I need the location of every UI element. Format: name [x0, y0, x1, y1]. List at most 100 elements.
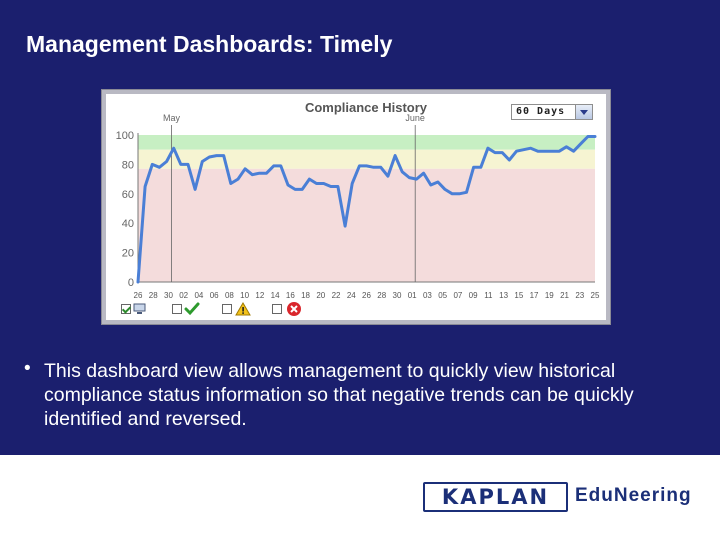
chevron-down-icon[interactable]: [575, 105, 592, 119]
status-filter-row: [106, 300, 606, 320]
data-point: [473, 166, 475, 168]
data-point: [565, 146, 567, 148]
monitor-icon: [133, 303, 146, 314]
x-tick-label: 20: [316, 291, 325, 300]
compliance-chart: May June 0 20 40 60 80 100 26 28 30 02 04 06 08 10 12 14 1…: [116, 113, 600, 300]
data-point: [430, 184, 432, 186]
data-point: [173, 147, 175, 149]
bullet-marker: •: [24, 358, 31, 379]
data-point: [358, 165, 360, 167]
data-point: [230, 182, 232, 185]
x-tick-label: 28: [377, 291, 386, 300]
data-point: [301, 188, 303, 190]
x-tick-label: 06: [210, 291, 219, 300]
data-point: [315, 182, 318, 185]
y-tick-label: 80: [122, 159, 134, 171]
data-point: [351, 182, 353, 185]
data-point: [408, 177, 410, 179]
month-marker-label: May: [163, 113, 181, 123]
x-tick-label: 25: [591, 291, 600, 300]
data-point: [451, 193, 453, 195]
x-tick-label: 11: [484, 291, 493, 300]
x-tick-label: 13: [499, 291, 508, 300]
x-tick-label: 30: [164, 291, 173, 300]
x-tick-label: 24: [347, 291, 356, 300]
compliance-history-widget: Compliance History 60 Days May June 0 20 40 6…: [106, 94, 606, 320]
x-tick-label: 08: [225, 291, 234, 300]
data-point: [344, 225, 346, 227]
y-tick-label: 20: [122, 248, 134, 260]
data-point: [480, 166, 482, 168]
x-tick-label: 26: [362, 291, 371, 300]
x-tick-label: 28: [149, 291, 158, 300]
data-point: [166, 160, 168, 163]
data-point: [544, 150, 546, 152]
data-point: [201, 160, 203, 163]
warning-icon: [235, 302, 251, 316]
data-point: [444, 188, 446, 190]
data-point: [251, 174, 253, 176]
data-point: [465, 191, 468, 193]
data-point: [287, 184, 289, 186]
error-filter-checkbox[interactable]: [272, 304, 282, 314]
data-point: [558, 150, 560, 152]
data-point: [537, 150, 539, 152]
data-point: [387, 175, 389, 177]
data-point: [194, 188, 196, 190]
data-point: [244, 168, 246, 170]
data-point: [594, 135, 596, 138]
x-tick-label: 10: [240, 291, 249, 300]
data-point: [337, 185, 339, 188]
data-point: [330, 185, 332, 188]
slide-title: Management Dashboards: Timely: [26, 31, 393, 57]
data-point: [237, 178, 239, 180]
eduneering-logo: EduNeering: [575, 485, 692, 506]
data-point: [215, 155, 218, 157]
x-tick-label: 18: [301, 291, 310, 300]
footer-bar: [0, 455, 720, 540]
data-point: [487, 147, 489, 149]
data-point: [380, 166, 382, 168]
monitor-filter-checkbox[interactable]: [121, 304, 131, 314]
widget-title: Compliance History: [304, 100, 428, 115]
data-point: [273, 165, 275, 167]
x-tick-label: 14: [271, 291, 280, 300]
data-point: [151, 163, 153, 165]
data-point: [187, 163, 189, 165]
data-point: [494, 152, 496, 154]
error-icon: [287, 302, 301, 316]
data-point: [144, 185, 146, 188]
x-tick-label: 17: [530, 291, 539, 300]
y-tick-label: 100: [116, 130, 134, 142]
x-tick-label: 12: [255, 291, 264, 300]
warning-filter-checkbox[interactable]: [222, 304, 232, 314]
data-point: [323, 182, 325, 185]
data-point: [258, 172, 260, 174]
data-point: [265, 172, 268, 174]
data-point: [223, 155, 225, 157]
data-point: [365, 165, 368, 167]
data-point: [137, 281, 139, 283]
data-point: [401, 171, 403, 173]
data-point: [458, 193, 460, 195]
data-point: [515, 150, 518, 152]
y-tick-label: 0: [128, 277, 134, 289]
range-select[interactable]: 60 Days: [511, 104, 593, 120]
x-tick-label: 30: [393, 291, 402, 300]
bullet-text: This dashboard view allows management to…: [44, 360, 634, 430]
x-tick-label: 09: [469, 291, 478, 300]
data-point: [208, 156, 210, 158]
kaplan-logo-text: KAPLAN: [441, 485, 550, 509]
range-select-value: 60 Days: [516, 106, 566, 117]
x-tick-label: 26: [134, 291, 143, 300]
x-tick-label: 07: [453, 291, 462, 300]
y-tick-label: 60: [122, 189, 134, 201]
band-red: [138, 168, 595, 282]
data-point: [415, 178, 418, 180]
check-filter-checkbox[interactable]: [172, 304, 182, 314]
data-point: [158, 166, 160, 168]
data-point: [280, 165, 282, 167]
kaplan-logo: KAPLAN: [423, 482, 568, 512]
data-point: [437, 181, 439, 183]
data-point: [580, 143, 582, 145]
